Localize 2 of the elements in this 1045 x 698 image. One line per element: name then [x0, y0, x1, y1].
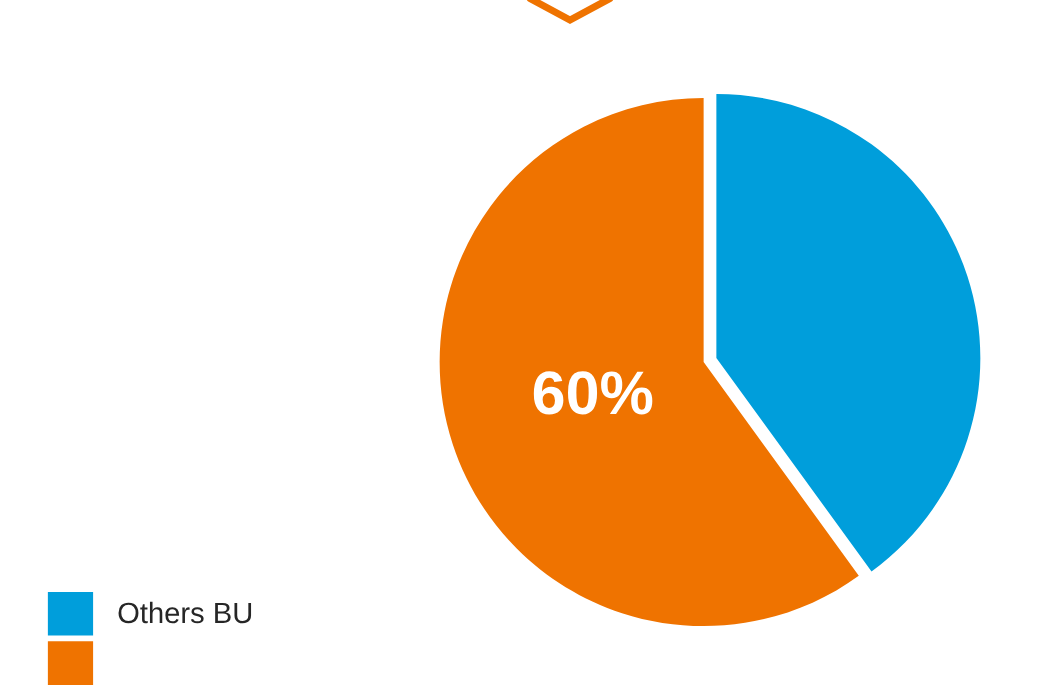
data-label: 60% — [533, 371, 653, 415]
legend-label: Others BU — [118, 601, 252, 624]
